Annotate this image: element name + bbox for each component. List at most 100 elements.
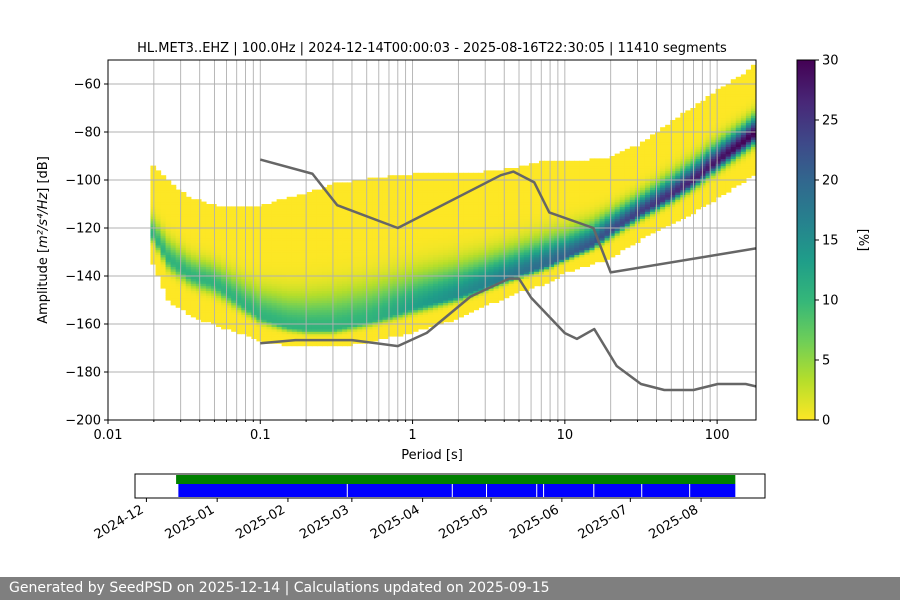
heatmap-cell — [200, 292, 207, 296]
heatmap-cell — [170, 256, 177, 260]
heatmap-cell — [216, 292, 222, 296]
heatmap-cell — [322, 312, 328, 315]
heatmap-cell — [221, 268, 227, 272]
heatmap-cell — [306, 242, 313, 246]
heatmap-cell — [211, 242, 217, 246]
heatmap-cell — [518, 261, 525, 265]
heatmap-cell — [150, 184, 157, 188]
heatmap-cell — [195, 314, 202, 318]
heatmap-cell — [175, 206, 182, 210]
heatmap-cell — [170, 288, 177, 291]
heatmap-cell — [433, 259, 439, 263]
heatmap-cell — [493, 252, 500, 255]
heatmap-cell — [246, 208, 252, 212]
heatmap-cell — [433, 235, 439, 239]
heatmap-cell — [503, 249, 510, 253]
heatmap-cell — [362, 278, 369, 282]
heatmap-cell — [352, 242, 358, 246]
heatmap-cell — [185, 302, 192, 306]
heatmap-cell — [523, 182, 530, 186]
heatmap-cell — [271, 230, 278, 234]
heatmap-cell — [407, 292, 414, 296]
heatmap-cell — [392, 187, 399, 191]
heatmap-cell — [554, 208, 560, 212]
heatmap-cell — [236, 285, 242, 289]
heatmap-cell — [221, 218, 227, 222]
heatmap-cell — [372, 280, 379, 284]
heatmap-cell — [422, 182, 429, 186]
heatmap-column — [473, 172, 480, 311]
heatmap-cell — [417, 297, 424, 301]
heatmap-cell — [276, 211, 283, 215]
heatmap-cell — [412, 276, 419, 279]
heatmap-cell — [362, 220, 369, 224]
heatmap-cell — [478, 283, 485, 287]
heatmap-cell — [160, 247, 167, 251]
heatmap-cell — [155, 259, 162, 263]
heatmap-cell — [397, 280, 404, 284]
heatmap-cell — [256, 290, 263, 294]
heatmap-cell — [347, 285, 353, 289]
heatmap-cell — [443, 285, 449, 289]
heatmap-cell — [533, 213, 540, 217]
heatmap-cell — [347, 326, 353, 330]
heatmap-cell — [422, 223, 429, 227]
heatmap-cell — [362, 249, 369, 253]
heatmap-cell — [559, 220, 565, 224]
heatmap-cell — [508, 175, 515, 179]
heatmap-cell — [301, 204, 308, 207]
heatmap-cell — [503, 276, 510, 279]
heatmap-cell — [397, 175, 404, 179]
heatmap-cell — [185, 283, 192, 287]
heatmap-cell — [478, 201, 485, 205]
heatmap-cell — [372, 247, 379, 251]
heatmap-cell — [528, 208, 535, 212]
heatmap-cell — [180, 206, 187, 210]
heatmap-cell — [231, 319, 237, 323]
heatmap-cell — [256, 256, 263, 260]
heatmap-cell — [175, 295, 182, 299]
heatmap-cell — [195, 208, 202, 212]
heatmap-cell — [533, 266, 540, 270]
heatmap-cell — [559, 256, 565, 260]
heatmap-cell — [382, 326, 389, 330]
heatmap-cell — [337, 240, 343, 243]
heatmap-cell — [412, 172, 419, 176]
heatmap-cell — [301, 297, 308, 301]
heatmap-cell — [488, 252, 495, 255]
heatmap-cell — [544, 256, 550, 260]
heatmap-cell — [231, 307, 237, 311]
heatmap-cell — [528, 211, 535, 215]
heatmap-cell — [311, 242, 318, 246]
heatmap-cell — [539, 266, 545, 270]
heatmap-cell — [216, 276, 222, 279]
heatmap-cell — [422, 290, 429, 294]
heatmap-cell — [190, 213, 197, 217]
heatmap-cell — [165, 206, 172, 210]
heatmap-cell — [296, 292, 303, 296]
heatmap-cell — [261, 302, 268, 306]
heatmap-cell — [205, 228, 212, 231]
heatmap-cell — [392, 321, 399, 325]
heatmap-cell — [165, 187, 172, 191]
heatmap-cell — [382, 312, 389, 315]
heatmap-cell — [387, 307, 394, 311]
heatmap-cell — [301, 300, 308, 303]
heatmap-cell — [342, 328, 348, 332]
heatmap-cell — [382, 328, 389, 332]
heatmap-cell — [205, 273, 212, 277]
heatmap-cell — [311, 232, 318, 236]
heatmap-cell — [433, 201, 439, 205]
heatmap-cell — [342, 232, 348, 236]
heatmap-cell — [327, 328, 333, 332]
heatmap-cell — [559, 254, 565, 258]
heatmap-cell — [316, 297, 323, 301]
heatmap-cell — [190, 252, 197, 255]
heatmap-cell — [427, 312, 434, 315]
heatmap-cell — [352, 235, 358, 239]
heatmap-cell — [175, 201, 182, 205]
heatmap-cell — [332, 343, 338, 347]
heatmap-cell — [367, 295, 374, 299]
heatmap-cell — [291, 204, 298, 207]
heatmap-cell — [347, 316, 353, 320]
